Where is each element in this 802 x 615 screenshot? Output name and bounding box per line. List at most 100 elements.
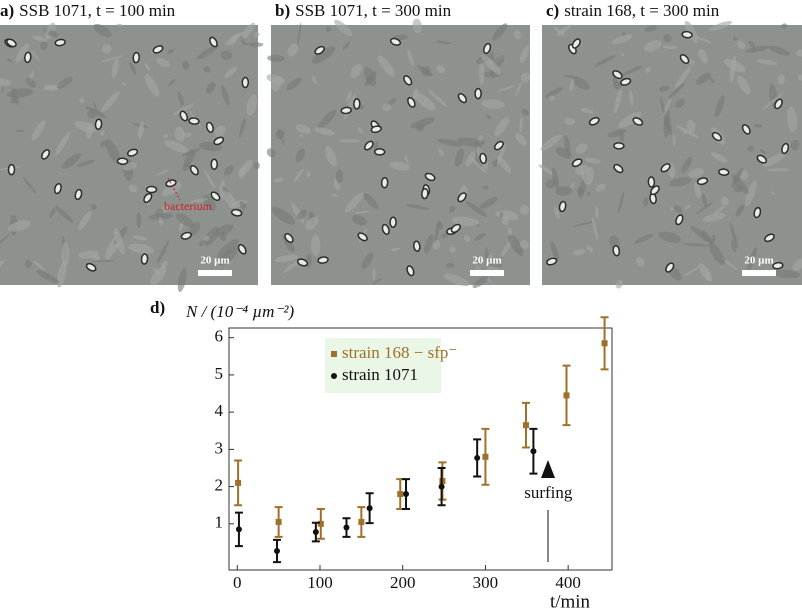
texture — [701, 193, 708, 208]
texture — [497, 85, 516, 92]
cell — [54, 38, 66, 47]
texture — [254, 162, 260, 170]
texture — [156, 58, 171, 67]
cell — [357, 232, 368, 242]
texture — [274, 254, 299, 263]
texture — [615, 279, 623, 289]
texture — [121, 82, 127, 86]
texture — [668, 177, 692, 187]
texture — [478, 59, 485, 86]
texture — [520, 72, 530, 83]
texture — [311, 46, 336, 64]
texture — [40, 40, 48, 51]
texture — [792, 258, 802, 271]
cell — [650, 185, 660, 196]
texture — [224, 66, 237, 78]
cell — [53, 182, 62, 195]
texture — [100, 55, 124, 63]
point — [438, 483, 445, 490]
point — [358, 518, 365, 525]
texture — [314, 127, 335, 136]
cell — [457, 93, 468, 104]
texture — [128, 243, 155, 254]
cell — [140, 253, 149, 265]
cell — [741, 124, 751, 135]
texture — [662, 45, 678, 49]
texture — [497, 156, 512, 174]
cell — [413, 240, 421, 252]
cell — [24, 51, 32, 64]
panel-title-text: strain 168, t = 300 min — [564, 1, 720, 20]
scale-bar-label: 20 µm — [472, 255, 501, 267]
point — [235, 526, 242, 533]
texture — [694, 181, 702, 199]
texture — [189, 198, 209, 204]
cell — [753, 206, 762, 219]
texture — [766, 168, 791, 172]
texture — [445, 262, 455, 268]
texture — [405, 204, 430, 210]
texture — [762, 92, 784, 110]
texture — [56, 261, 67, 288]
scale-bar-label: 20 µm — [744, 255, 773, 267]
texture — [586, 191, 591, 196]
texture — [346, 90, 352, 102]
texture — [182, 132, 192, 138]
texture — [335, 169, 344, 184]
panel-title: a) SSB 1071, t = 100 min — [0, 1, 176, 20]
texture — [551, 167, 559, 190]
texture — [249, 42, 264, 47]
texture — [474, 232, 487, 241]
y-tick-label: 1 — [215, 513, 224, 532]
texture — [573, 249, 586, 256]
texture — [167, 78, 176, 87]
texture — [76, 159, 95, 167]
texture — [748, 40, 756, 49]
texture — [350, 64, 362, 78]
annotation-arrow — [541, 460, 555, 478]
cell — [205, 121, 214, 133]
texture — [796, 49, 802, 57]
texture — [293, 168, 304, 183]
texture — [731, 167, 744, 188]
texture — [144, 63, 150, 71]
texture — [240, 35, 246, 45]
texture — [519, 240, 529, 249]
texture — [16, 129, 24, 133]
panel-title: c) strain 168, t = 300 min — [546, 1, 720, 20]
texture — [6, 58, 13, 62]
texture — [747, 246, 758, 273]
texture — [709, 76, 715, 84]
cell — [210, 191, 221, 202]
cell — [152, 45, 164, 54]
texture — [482, 185, 489, 190]
texture — [204, 226, 219, 246]
texture — [513, 30, 522, 40]
texture — [485, 114, 492, 120]
texture — [515, 133, 527, 146]
texture — [569, 78, 575, 92]
texture — [161, 183, 182, 196]
texture — [427, 89, 448, 107]
texture — [732, 36, 738, 42]
texture — [283, 259, 302, 274]
texture — [675, 66, 692, 89]
texture — [550, 241, 560, 261]
texture — [295, 124, 311, 134]
cell — [711, 131, 723, 142]
texture — [78, 250, 99, 259]
legend-label: strain 168 − sfp⁻ — [342, 343, 457, 362]
texture — [698, 49, 709, 64]
texture — [553, 206, 560, 219]
texture — [432, 239, 441, 250]
texture — [769, 45, 791, 56]
cell — [483, 42, 492, 55]
texture — [407, 49, 415, 67]
texture — [10, 95, 17, 104]
texture — [756, 59, 778, 65]
point — [403, 491, 410, 498]
cell — [389, 37, 402, 46]
texture — [238, 167, 246, 179]
texture — [579, 167, 588, 186]
texture — [199, 240, 204, 247]
